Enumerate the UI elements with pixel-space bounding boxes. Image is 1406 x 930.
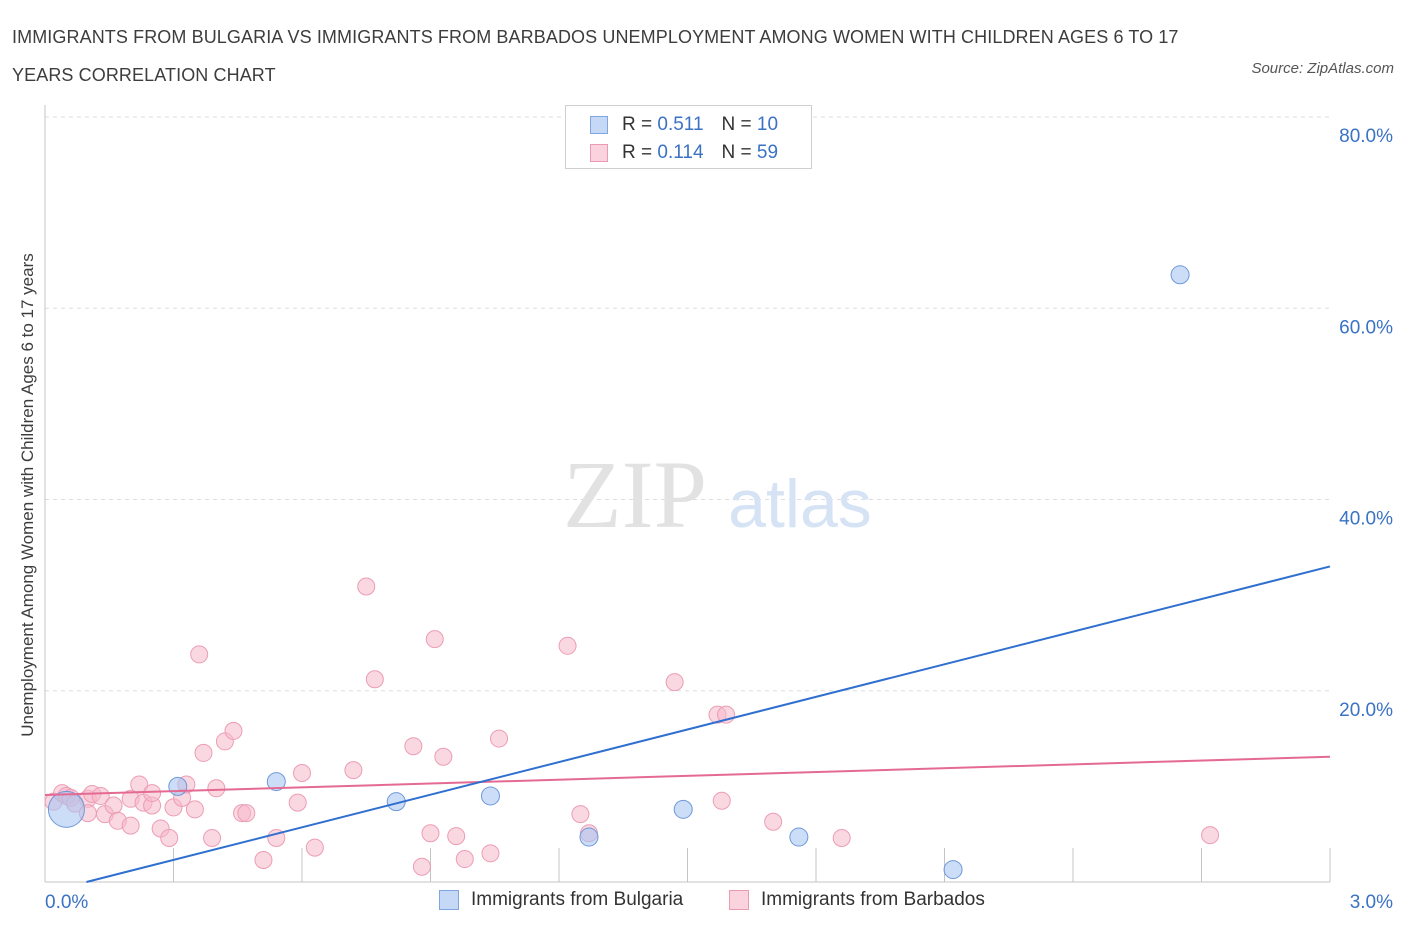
barbados-point <box>224 721 243 740</box>
y-tick-label: 80.0% <box>1339 126 1393 147</box>
n-label: N = <box>721 142 752 163</box>
barbados-point <box>344 761 363 780</box>
y-tick-label: 40.0% <box>1339 509 1393 530</box>
bulgaria-point <box>673 799 693 819</box>
legend-label: Immigrants from Barbados <box>761 889 985 910</box>
barbados-trendline <box>44 755 1331 796</box>
n-value: 59 <box>756 142 779 163</box>
n-label: N = <box>721 114 752 135</box>
bulgaria-point <box>1170 265 1190 285</box>
n-value: 10 <box>756 114 779 135</box>
r-label: R = <box>622 142 653 163</box>
legend-row-barbados: R = 0.114 N = 59 <box>590 141 778 165</box>
chart-title: IMMIGRANTS FROM BULGARIA VS IMMIGRANTS F… <box>12 27 1179 85</box>
y-tick-label: 20.0% <box>1339 700 1393 721</box>
barbados-point <box>305 838 324 857</box>
barbados-point <box>764 812 783 831</box>
barbados-point <box>185 800 204 819</box>
barbados-point <box>421 824 440 843</box>
legend-item-barbados[interactable]: Immigrants from Barbados <box>729 889 985 911</box>
bulgaria-point <box>47 790 85 828</box>
barbados-point <box>665 673 684 692</box>
r-label: R = <box>622 114 653 135</box>
barbados-point <box>190 645 209 664</box>
barbados-point <box>490 729 509 748</box>
bulgaria-point <box>266 772 286 792</box>
legend-label: Immigrants from Bulgaria <box>471 889 684 910</box>
x-tick-label: 3.0% <box>1350 892 1393 913</box>
barbados-point <box>832 829 851 848</box>
watermark-atlas: atlas <box>728 466 872 542</box>
barbados-point <box>288 793 307 812</box>
barbados-swatch <box>729 890 749 910</box>
barbados-point <box>481 844 500 863</box>
barbados-point <box>254 851 273 870</box>
barbados-point <box>1201 826 1220 845</box>
bulgaria-trendline <box>86 565 1331 883</box>
barbados-point <box>104 796 123 815</box>
barbados-point <box>237 804 256 823</box>
barbados-point <box>160 829 179 848</box>
barbados-point <box>203 829 222 848</box>
bulgaria-point <box>789 827 809 847</box>
bulgaria-point <box>168 776 188 796</box>
legend-row-bulgaria: R = 0.511 N = 10 <box>590 113 778 137</box>
bulgaria-swatch <box>439 890 459 910</box>
r-value: 0.511 <box>657 114 704 135</box>
barbados-point <box>455 850 474 869</box>
y-tick-label: 60.0% <box>1339 317 1393 338</box>
barbados-point <box>365 670 384 689</box>
watermark-zip: ZIP <box>563 441 707 548</box>
bulgaria-swatch <box>590 116 608 134</box>
barbados-point <box>558 636 577 655</box>
series-legend: Immigrants from Bulgaria Immigrants from… <box>0 889 1406 915</box>
barbados-point <box>194 743 213 762</box>
barbados-point <box>434 747 453 766</box>
barbados-point <box>404 737 423 756</box>
legend-item-bulgaria[interactable]: Immigrants from Bulgaria <box>439 889 683 911</box>
barbados-point <box>357 577 376 596</box>
bulgaria-point <box>943 860 963 880</box>
barbados-point <box>293 763 311 782</box>
r-value: 0.114 <box>657 142 704 163</box>
barbados-point <box>712 791 731 810</box>
barbados-point <box>425 630 444 649</box>
barbados-point <box>207 779 226 798</box>
barbados-point <box>412 857 431 876</box>
barbados-point <box>121 816 140 835</box>
barbados-point <box>571 805 590 824</box>
barbados-point <box>447 827 466 846</box>
bulgaria-point <box>579 827 599 847</box>
x-tick-label: 0.0% <box>45 892 88 913</box>
barbados-swatch <box>590 144 608 162</box>
source-label: Source: ZipAtlas.com <box>1251 60 1394 77</box>
barbados-point <box>143 784 162 803</box>
bulgaria-point <box>480 786 500 806</box>
correlation-legend: R = 0.511 N = 10 R = 0.114 N = 59 <box>565 105 812 169</box>
barbados-point <box>91 786 110 805</box>
